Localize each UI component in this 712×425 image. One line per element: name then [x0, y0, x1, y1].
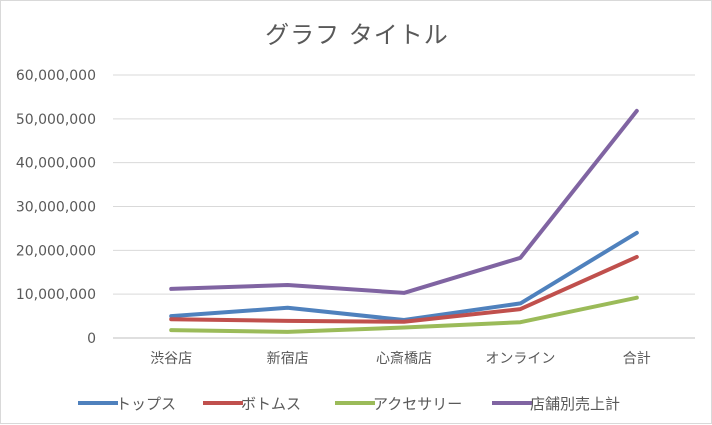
- series-line: [169, 295, 639, 334]
- chart-title: グラフ タイトル: [265, 21, 449, 49]
- series-line: [169, 230, 639, 322]
- x-tick-label: 心斎橋店: [376, 350, 432, 367]
- x-tick-label: 新宿店: [267, 350, 309, 367]
- y-tick-label: 10,000,000: [16, 287, 96, 303]
- series-line: [169, 108, 639, 295]
- x-tick-label: 渋谷店: [150, 351, 192, 367]
- y-tick-label: 50,000,000: [16, 112, 96, 128]
- y-tick-label: 60,000,000: [16, 68, 96, 84]
- y-tick-label: 20,000,000: [16, 243, 96, 259]
- y-tick-label: 0: [87, 331, 96, 347]
- legend-label: トップス: [116, 395, 176, 413]
- x-tick-label: 合計: [623, 351, 651, 367]
- y-tick-label: 40,000,000: [16, 156, 96, 172]
- legend-label: アクセサリー: [373, 395, 462, 413]
- series-line: [169, 254, 639, 324]
- x-tick-label: オンライン: [485, 351, 555, 367]
- legend-label: ボトムス: [241, 395, 301, 413]
- legend-label: 店舗別売上計: [530, 395, 620, 413]
- y-tick-label: 30,000,000: [16, 200, 96, 216]
